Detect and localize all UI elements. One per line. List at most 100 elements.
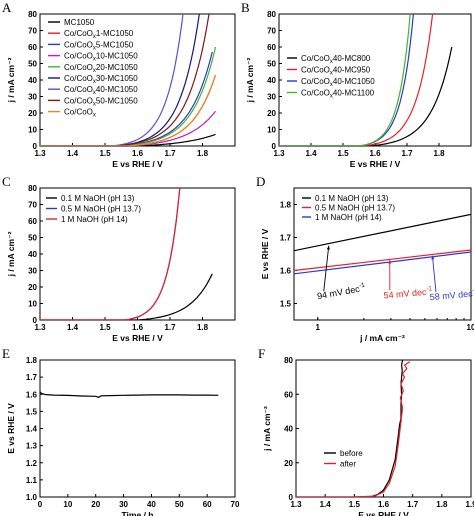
series-line-a-3 bbox=[40, 110, 216, 146]
annotation-superscript: -1 bbox=[472, 287, 474, 295]
x-tick-label: 1.5 bbox=[99, 323, 111, 332]
legend-label: Co/CoO bbox=[64, 29, 93, 38]
series-group bbox=[40, 14, 217, 146]
legend-label: Co/CoO bbox=[64, 52, 93, 61]
legend: Co/CoOx40-MC800Co/CoOx40-MC950Co/CoOx40-… bbox=[287, 54, 375, 100]
legend-label-tail: 40-MC800 bbox=[333, 54, 371, 63]
x-axis-title: j / mA cm⁻² bbox=[359, 333, 405, 343]
y-tick-label: 50 bbox=[267, 60, 276, 69]
legend-label-subscript: x bbox=[93, 68, 96, 74]
chart-panel-d: D 1.5 1.6 1.7 1.8 1 10 j / mA cm⁻² E vs RHE / V 0… bbox=[256, 174, 474, 343]
y-tick-label: 60 bbox=[267, 43, 276, 52]
annotation-superscript: -1 bbox=[359, 282, 366, 290]
legend-entry: Co/CoOx1-MC1050 bbox=[64, 29, 134, 40]
tafel-annotation: 94 mV dec-1 bbox=[316, 245, 366, 301]
annotation-arrow-line bbox=[323, 245, 330, 292]
tafel-annotation: 58 mV dec-1 bbox=[429, 255, 474, 302]
legend-entry: 0.1 M NaOH (pH 13) bbox=[315, 194, 389, 203]
x-tick-label: 20 bbox=[91, 500, 100, 509]
y-tick-label: 60 bbox=[28, 43, 37, 52]
y-axis-title: j / mA cm⁻² bbox=[6, 231, 16, 277]
legend-label-subscript: x bbox=[93, 113, 96, 119]
y-tick-label: 60 bbox=[284, 390, 293, 399]
legend-entry: before bbox=[340, 449, 363, 458]
y-tick-label: 70 bbox=[28, 201, 37, 210]
x-tick-label: 1.5 bbox=[337, 149, 349, 158]
annotation-arrowhead bbox=[431, 255, 435, 260]
panel-letter-d: D bbox=[256, 174, 265, 189]
chart-panel-b: B 0 10 20 30 40 50 60 70 80 1.3 1.4 1.5 1.6 1.7 1.8 E vs… bbox=[241, 0, 472, 169]
legend: MC1050Co/CoOx1-MC1050Co/CoOx5-MC1050Co/C… bbox=[48, 18, 138, 119]
series-group bbox=[40, 391, 219, 398]
y-tick-label: 10 bbox=[28, 300, 37, 309]
x-tick-label: 1.6 bbox=[132, 149, 144, 158]
legend-label: Co/CoO bbox=[64, 85, 93, 94]
legend-label-subscript: x bbox=[330, 71, 333, 77]
tafel-annotation: 54 mV dec-1 bbox=[383, 259, 433, 301]
x-axis-title: E vs RHE / V bbox=[112, 159, 163, 169]
y-tick-label: 80 bbox=[28, 10, 37, 19]
legend-label-tail: 20-MC1050 bbox=[96, 63, 138, 72]
series-group bbox=[40, 188, 213, 320]
y-tick-label: 1.8 bbox=[280, 201, 292, 210]
x-tick-label: 60 bbox=[203, 500, 212, 509]
y-tick-label: 1.7 bbox=[26, 373, 38, 382]
legend-label: 1 M NaOH (pH 14) bbox=[61, 215, 128, 224]
x-tick-label: 1.6 bbox=[132, 323, 144, 332]
y-tick-label: 30 bbox=[28, 267, 37, 276]
annotation-label: 54 mV dec-1 bbox=[383, 285, 433, 300]
x-tick-label: 1.4 bbox=[320, 500, 332, 509]
y-tick-label: 1.6 bbox=[280, 267, 292, 276]
plot-frame bbox=[295, 359, 472, 498]
y-tick-label: 1.1 bbox=[26, 476, 38, 485]
legend-label-tail: 40-MC1100 bbox=[333, 89, 375, 98]
x-axis-title: E vs RHE / V bbox=[112, 333, 163, 343]
legend-label: Co/CoO bbox=[64, 63, 93, 72]
series-line-f-0 bbox=[296, 360, 404, 497]
legend-entry: Co/CoOx30-MC1050 bbox=[64, 74, 138, 85]
panel-letter-b: B bbox=[241, 0, 250, 15]
y-tick-label: 40 bbox=[284, 425, 293, 434]
series-line-e-0 bbox=[40, 391, 219, 398]
series-line-b-0 bbox=[279, 46, 453, 146]
annotation-arrowhead bbox=[388, 259, 392, 264]
legend-label-subscript: x bbox=[93, 45, 96, 51]
series-line-a-7 bbox=[40, 14, 210, 146]
legend-label-subscript: x bbox=[93, 57, 96, 63]
x-tick-label: 1 bbox=[316, 323, 321, 332]
x-tick-label: 1.7 bbox=[164, 149, 176, 158]
chart-panel-a: A 0 10 20 30 40 50 60 70 80 1.3 1.4 1.5 1.6 1.7 1.8 E vs… bbox=[2, 0, 236, 169]
x-tick-label: 1.5 bbox=[99, 149, 111, 158]
legend-label-tail: 30-MC1050 bbox=[96, 74, 138, 83]
x-tick-label: 1.7 bbox=[401, 149, 413, 158]
y-tick-label: 20 bbox=[267, 109, 276, 118]
series-line-b-2 bbox=[279, 14, 414, 146]
legend-entry: 0.1 M NaOH (pH 13) bbox=[61, 194, 135, 203]
legend-label: 0.5 M NaOH (pH 13.7) bbox=[315, 204, 395, 213]
x-tick-label: 1.3 bbox=[34, 149, 46, 158]
legend-entry: Co/CoOx50-MC1050 bbox=[64, 96, 138, 107]
y-tick-label: 40 bbox=[267, 76, 276, 85]
legend-label: 0.5 M NaOH (pH 13.7) bbox=[61, 205, 141, 214]
panel-letter-e: E bbox=[2, 346, 10, 361]
legend-entry: Co/CoOx40-MC950 bbox=[301, 66, 371, 77]
x-tick-label: 1.4 bbox=[67, 149, 79, 158]
legend-label-tail: 50-MC1050 bbox=[96, 96, 138, 105]
legend-label: 0.1 M NaOH (pH 13) bbox=[61, 194, 135, 203]
legend-entry: Co/CoOx40-MC1100 bbox=[301, 89, 375, 100]
panel-letter-c: C bbox=[2, 174, 11, 189]
legend-label-subscript: x bbox=[330, 82, 333, 88]
series-group bbox=[294, 213, 471, 275]
y-tick-label: 10 bbox=[267, 126, 276, 135]
y-axis-title: E vs RHE / V bbox=[260, 228, 270, 279]
series-line-d-1 bbox=[294, 249, 471, 272]
y-tick-label: 0 bbox=[33, 316, 38, 325]
x-tick-label: 1.4 bbox=[305, 149, 317, 158]
x-tick-label: 1.6 bbox=[369, 149, 381, 158]
y-tick-label: 40 bbox=[28, 76, 37, 85]
series-line-a-0 bbox=[40, 133, 216, 146]
x-tick-label: 1.3 bbox=[273, 149, 285, 158]
x-tick-label: 0 bbox=[38, 500, 43, 509]
annotation-arrow-line bbox=[431, 255, 437, 293]
y-tick-label: 1.5 bbox=[26, 407, 38, 416]
